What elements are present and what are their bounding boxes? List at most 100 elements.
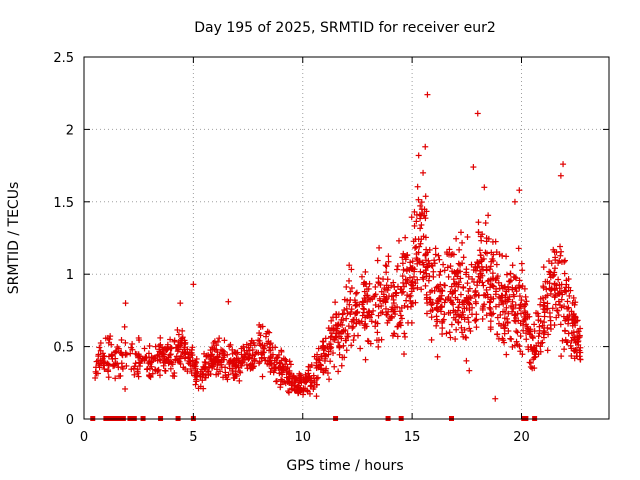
data-point — [564, 305, 571, 312]
data-point — [486, 304, 493, 311]
data-point — [547, 286, 554, 293]
data-point — [561, 258, 568, 265]
data-point — [509, 304, 516, 311]
data-point — [122, 349, 129, 356]
data-point — [511, 312, 518, 319]
data-point — [483, 286, 490, 293]
data-point — [545, 331, 552, 338]
data-point — [546, 309, 553, 316]
data-point — [219, 350, 226, 357]
data-point — [558, 248, 565, 255]
data-point — [384, 319, 391, 326]
data-point — [232, 362, 239, 369]
data-point — [530, 344, 537, 351]
x-tick-label: 5 — [189, 430, 197, 445]
data-point — [378, 302, 385, 309]
data-point — [372, 301, 379, 308]
data-point — [407, 298, 414, 305]
data-point — [479, 272, 486, 279]
data-point — [445, 273, 452, 280]
data-point — [562, 287, 569, 294]
data-point — [156, 372, 163, 379]
data-point — [382, 286, 389, 293]
data-point — [557, 243, 564, 250]
data-point — [394, 323, 401, 330]
data-point — [507, 277, 514, 284]
data-point — [322, 335, 329, 342]
data-point — [478, 237, 485, 244]
data-point — [475, 229, 482, 236]
data-point — [410, 273, 417, 280]
data-point — [445, 294, 452, 301]
data-point — [485, 277, 492, 284]
data-point — [319, 344, 326, 351]
data-point — [119, 364, 126, 371]
data-point — [466, 367, 473, 374]
plot-frame — [83, 56, 610, 420]
data-point — [343, 283, 350, 290]
data-point — [348, 318, 355, 325]
data-point — [332, 322, 339, 329]
data-point — [468, 261, 475, 268]
data-point — [565, 284, 572, 291]
data-point — [127, 350, 134, 357]
data-point — [498, 297, 505, 304]
data-point — [397, 319, 404, 326]
data-point — [523, 298, 530, 305]
data-point — [408, 319, 415, 326]
data-point — [343, 315, 350, 322]
data-point — [413, 255, 420, 262]
data-point — [392, 304, 399, 311]
data-point — [297, 372, 304, 379]
data-point — [523, 336, 530, 343]
data-point — [273, 378, 280, 385]
data-point — [561, 327, 568, 334]
data-point — [122, 339, 129, 346]
data-point — [518, 260, 525, 267]
data-point — [182, 349, 189, 356]
data-point — [128, 344, 135, 351]
data-point — [431, 257, 438, 264]
data-point — [209, 344, 216, 351]
data-point — [510, 291, 517, 298]
data-point — [515, 245, 522, 252]
data-point — [426, 273, 433, 280]
data-point — [463, 266, 470, 273]
data-point — [418, 221, 425, 228]
data-point — [526, 359, 533, 366]
data-point — [490, 251, 497, 258]
data-point — [147, 365, 154, 372]
data-point — [401, 283, 408, 290]
data-point — [286, 371, 293, 378]
data-point — [352, 290, 359, 297]
data-point — [401, 351, 408, 358]
data-point — [278, 347, 285, 354]
data-point — [483, 250, 490, 257]
data-point — [225, 298, 232, 305]
data-point — [169, 372, 176, 379]
data-point — [461, 316, 468, 323]
y-tick-label: 2 — [66, 123, 74, 138]
data-point — [277, 359, 284, 366]
data-point — [328, 325, 335, 332]
data-point — [403, 266, 410, 273]
data-point — [483, 312, 490, 319]
data-point — [322, 367, 329, 374]
data-point — [249, 352, 256, 359]
data-point — [385, 253, 392, 260]
data-point — [363, 323, 370, 330]
data-point — [200, 385, 207, 392]
data-point — [221, 356, 228, 363]
data-point — [247, 340, 254, 347]
data-point — [516, 277, 523, 284]
data-point — [531, 321, 538, 328]
data-point — [361, 306, 368, 313]
data-point — [186, 357, 193, 364]
data-point — [232, 349, 239, 356]
data-point — [438, 292, 445, 299]
data-point — [432, 251, 439, 258]
data-point — [277, 384, 284, 391]
data-point — [519, 351, 526, 358]
data-point — [121, 323, 128, 330]
data-point — [471, 292, 478, 299]
